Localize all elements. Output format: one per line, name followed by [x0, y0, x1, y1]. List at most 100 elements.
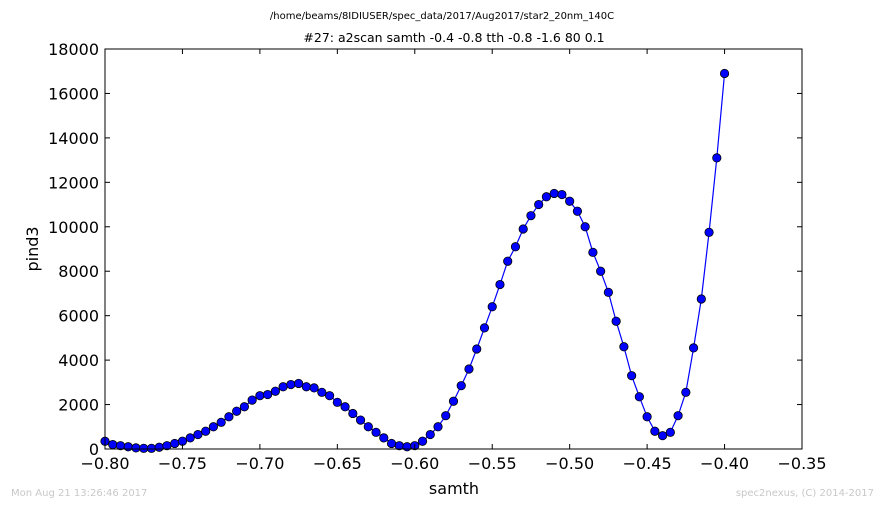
data-point	[301, 382, 311, 392]
x-tick-label: −0.80	[80, 454, 129, 473]
data-point	[696, 294, 706, 304]
data-point	[255, 391, 265, 401]
data-point	[534, 199, 544, 210]
x-tick-label: −0.45	[623, 454, 672, 473]
data-point	[642, 412, 652, 422]
data-point	[596, 266, 606, 276]
y-tick-label: 4000	[58, 351, 99, 370]
data-point	[503, 256, 513, 266]
chart-title: #27: a2scan samth -0.4 -0.8 tth -0.8 -1.…	[303, 30, 604, 45]
data-point	[433, 422, 443, 432]
data-point	[603, 287, 613, 297]
x-tick-label: −0.50	[545, 454, 594, 473]
data-point	[650, 426, 660, 436]
data-point	[286, 379, 296, 390]
data-point	[580, 222, 590, 232]
data-point	[417, 436, 428, 446]
x-tick-label: −0.70	[235, 454, 284, 473]
data-point	[425, 429, 435, 440]
data-point	[332, 397, 342, 407]
data-point	[363, 422, 373, 432]
data-point	[324, 391, 335, 401]
data-point	[193, 429, 203, 440]
data-point	[402, 442, 412, 452]
data-point	[108, 439, 118, 450]
data-point	[201, 426, 211, 436]
x-tick-label: −0.55	[468, 454, 517, 473]
data-point	[317, 387, 327, 397]
data-point	[681, 387, 691, 397]
data-point	[704, 227, 714, 237]
data-point	[572, 206, 583, 216]
data-point	[448, 396, 459, 406]
data-point	[619, 342, 629, 352]
data-point	[309, 383, 319, 393]
data-point	[565, 196, 575, 206]
data-point	[224, 412, 234, 422]
credit-label: spec2nexus, (C) 2014-2017	[735, 488, 874, 499]
data-point	[456, 381, 466, 391]
data-point	[549, 188, 559, 199]
data-point	[688, 343, 699, 353]
data-point	[386, 438, 397, 449]
data-point	[627, 371, 637, 381]
data-point	[123, 442, 133, 452]
data-point	[185, 433, 195, 443]
data-point	[657, 431, 668, 441]
timestamp-label: Mon Aug 21 13:26:46 2017	[11, 488, 148, 499]
data-point	[371, 427, 381, 437]
data-point	[719, 68, 730, 79]
series-layer	[100, 68, 730, 453]
data-point	[611, 316, 621, 326]
data-point	[472, 344, 482, 354]
y-tick-label: 14000	[48, 129, 99, 148]
data-point	[712, 153, 722, 163]
data-point	[216, 417, 226, 427]
y-axis-label: pind3	[23, 226, 42, 271]
x-tick-label: −0.75	[158, 454, 207, 473]
data-point	[340, 402, 350, 412]
plot-frame	[104, 48, 803, 450]
data-point	[673, 411, 683, 421]
data-point	[348, 408, 358, 419]
data-point	[154, 442, 164, 452]
y-tick-label: 8000	[58, 262, 99, 281]
x-axis-label: samth	[429, 479, 479, 498]
y-tick-label: 0	[89, 440, 99, 459]
data-point	[294, 378, 304, 389]
data-point	[170, 438, 180, 449]
data-point	[665, 427, 675, 437]
data-point	[464, 364, 474, 374]
data-point	[479, 323, 490, 333]
data-point	[278, 382, 288, 392]
data-point	[146, 443, 157, 453]
tick-layer: −0.80 −0.75 −0.70 −0.65 −0.60 −0.55 −0.50 −0.45…	[48, 40, 826, 473]
data-point	[526, 211, 536, 221]
y-tick-label: 6000	[58, 307, 99, 326]
data-point	[495, 279, 505, 290]
y-tick-label: 16000	[48, 84, 99, 103]
x-tick-label: −0.60	[390, 454, 439, 473]
data-point	[208, 422, 219, 432]
data-point	[588, 247, 598, 257]
data-point	[510, 242, 521, 252]
data-point	[518, 224, 528, 234]
data-point	[131, 443, 141, 453]
file-path-title: /home/beams/8IDIUSER/spec_data/2017/Aug2…	[270, 11, 614, 22]
data-point	[379, 433, 389, 443]
data-point	[232, 406, 242, 416]
x-tick-label: −0.65	[313, 454, 362, 473]
data-point	[139, 443, 149, 453]
data-point	[263, 389, 273, 400]
data-point	[487, 302, 497, 312]
x-tick-label: −0.35	[777, 454, 826, 473]
x-tick-label: −0.40	[700, 454, 749, 473]
data-point	[239, 402, 249, 412]
data-point	[247, 395, 257, 405]
y-tick-label: 18000	[48, 40, 99, 59]
y-tick-label: 2000	[58, 396, 99, 415]
data-point	[557, 189, 567, 200]
series-line	[104, 73, 726, 449]
y-tick-label: 10000	[48, 218, 99, 237]
